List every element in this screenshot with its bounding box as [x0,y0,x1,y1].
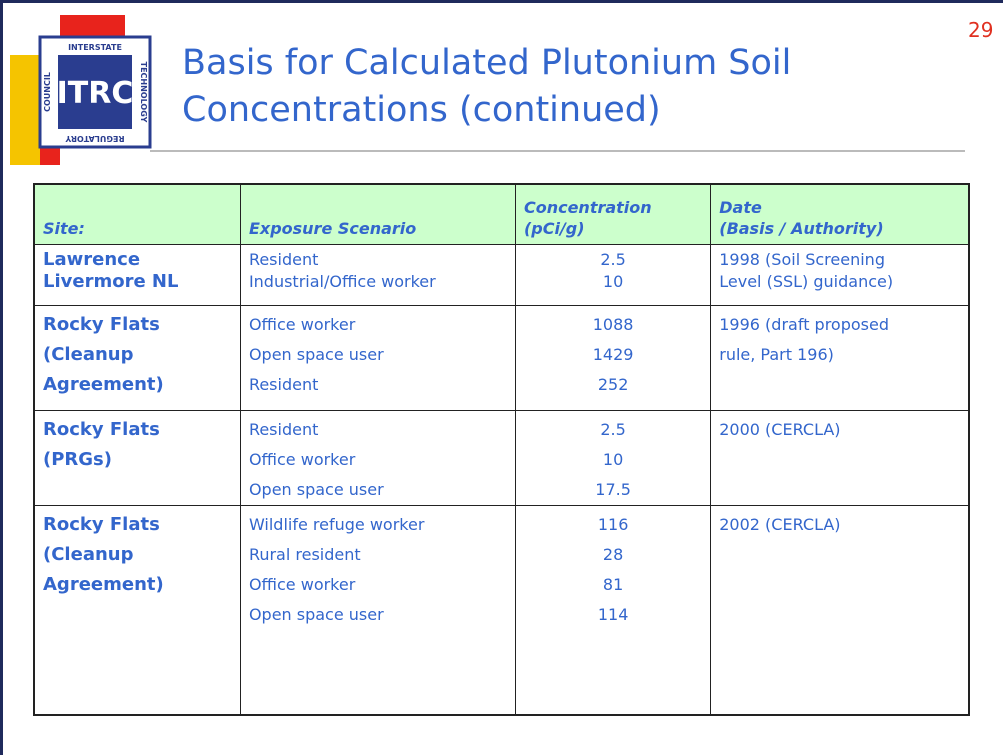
date-cell: 1996 (draft proposed rule, Part 196) [710,305,970,411]
slide-title: Basis for Calculated Plutonium Soil Conce… [182,40,791,134]
data-table: Site: Exposure Scenario Concentration (pCi/… [33,183,970,716]
header-line: Concentration [523,198,652,217]
scenarios-cell: Resident Office worker Open space user [239,410,516,506]
header-line: Date [719,198,762,217]
title-line: Basis for Calculated Plutonium Soil [182,43,792,83]
concentrations-line: 28 [602,545,624,564]
concentrations-line: 2.5 [600,420,626,439]
scenarios-cell: Resident Industrial/Office worker [239,244,516,306]
concentrations-line: 116 [597,515,629,534]
concentrations-line: 252 [597,375,629,394]
concentrations-line: 1088 [592,315,634,334]
scenarios-line: Resident [248,250,319,269]
table-row: Rocky Flats (Cleanup Agreement) Office work… [33,305,970,411]
site-line: (PRGs) [43,449,112,470]
table-row: Rocky Flats (PRGs) Resident Office worker Op… [33,410,970,506]
title-rule [150,150,965,152]
concentrations-cell: 2.5 10 [514,244,712,306]
table-row: Lawrence Livermore NL Resident Industrial/O… [33,244,970,306]
date-line: 1998 (Soil Screening [719,250,885,269]
header-line: (Basis / Authority) [719,219,884,238]
logo-top: INTERSTATE [68,43,122,52]
scenarios-cell: Office worker Open space user Resident [239,305,516,411]
site-cell: Rocky Flats (Cleanup Agreement) [33,305,241,411]
date-cell: 2002 (CERCLA) [710,505,970,716]
site-line: Livermore NL [43,271,179,292]
scenarios-line: Resident [248,375,319,394]
scenarios-line: Resident [248,420,319,439]
date-line: 2002 (CERCLA) [719,515,841,534]
date-line: 1996 (draft proposed [719,315,889,334]
logo-main: ITRC [57,76,134,111]
date-line: Level (SSL) guidance) [719,272,894,291]
column-header: Exposure Scenario [239,183,516,245]
logo-right: TECHNOLOGY [139,62,148,123]
concentrations-line: 10 [602,272,624,291]
logo-left: COUNCIL [43,72,52,112]
date-cell: 1998 (Soil Screening Level (SSL) guidance… [710,244,970,306]
date-cell: 2000 (CERCLA) [710,410,970,506]
page-number: 29 [968,18,994,42]
site-line: Agreement) [43,574,164,595]
scenarios-line: Wildlife refuge worker [248,515,425,534]
site-line: Rocky Flats [43,514,160,535]
concentrations-cell: 116 28 81 114 [514,505,712,716]
site-line: Rocky Flats [43,314,160,335]
concentrations-cell: 2.5 10 17.5 [514,410,712,506]
site-line: (Cleanup [43,344,134,365]
site-line: Agreement) [43,374,164,395]
scenarios-cell: Wildlife refuge worker Rural resident Offi… [239,505,516,716]
header-row: Site: Exposure Scenario Concentration (pCi/… [33,183,970,245]
date-line: 2000 (CERCLA) [719,420,841,439]
scenarios-line: Industrial/Office worker [248,272,436,291]
scenarios-line: Office worker [248,575,356,594]
column-header: Date (Basis / Authority) [710,183,970,245]
concentrations-cell: 1088 1429 252 [514,305,712,411]
site-cell: Rocky Flats (Cleanup Agreement) [33,505,241,716]
scenarios-line: Office worker [248,315,356,334]
concentrations-line: 17.5 [595,480,631,499]
column-header: Concentration (pCi/g) [514,183,712,245]
scenarios-line: Open space user [248,345,384,364]
header-line: Site: [43,219,85,238]
date-line: rule, Part 196) [719,345,834,364]
site-cell: Rocky Flats (PRGs) [33,410,241,506]
site-line: Lawrence [43,249,141,270]
concentrations-line: 10 [602,450,624,469]
concentrations-line: 1429 [592,345,634,364]
site-line: (Cleanup [43,544,134,565]
logo-bottom: REGULATORY [65,134,124,143]
title-line: Concentrations (continued) [182,90,661,130]
scenarios-line: Office worker [248,450,356,469]
scenarios-line: Rural resident [248,545,361,564]
scenarios-line: Open space user [248,605,384,624]
logo: ITRC INTERSTATE REGULATORY TECHNOLOGY CO… [10,15,152,165]
scenarios-line: Open space user [248,480,384,499]
site-cell: Lawrence Livermore NL [33,244,241,306]
concentrations-line: 2.5 [600,250,626,269]
concentrations-line: 81 [602,575,624,594]
site-line: Rocky Flats [43,419,160,440]
table-row: Rocky Flats (Cleanup Agreement) Wildlife re… [33,505,970,716]
header-line: Exposure Scenario [248,219,417,238]
column-header: Site: [33,183,241,245]
concentrations-line: 114 [597,605,629,624]
header-line: (pCi/g) [523,219,585,238]
